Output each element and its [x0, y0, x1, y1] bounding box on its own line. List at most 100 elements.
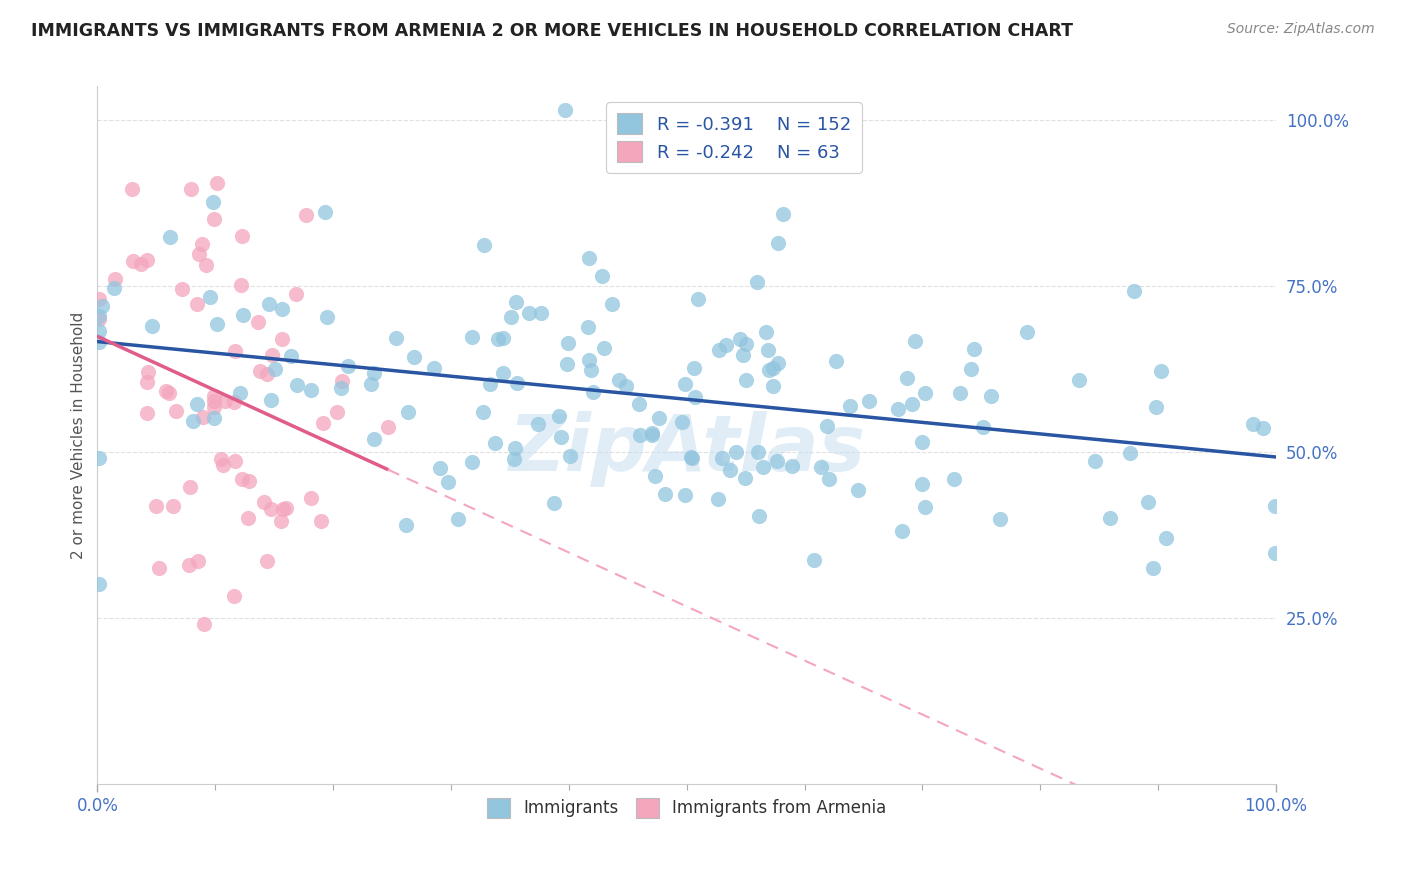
Point — [186, 397, 208, 411]
Point — [363, 366, 385, 380]
Point — [172, 282, 194, 296]
Point — [641, 428, 664, 442]
Point — [1084, 454, 1107, 468]
Point — [499, 310, 522, 324]
Point — [747, 445, 769, 459]
Point — [948, 386, 970, 401]
Point — [502, 451, 524, 466]
Point — [256, 367, 278, 381]
Point — [505, 376, 527, 391]
Point — [765, 454, 787, 468]
Point — [492, 366, 515, 380]
Point — [1122, 284, 1144, 298]
Point — [253, 495, 276, 509]
Point — [162, 499, 184, 513]
Point — [87, 310, 110, 324]
Point — [136, 252, 159, 267]
Point — [683, 360, 706, 375]
Point — [330, 375, 353, 389]
Point — [681, 451, 703, 466]
Point — [329, 381, 352, 395]
Point — [145, 499, 167, 513]
Text: Source: ZipAtlas.com: Source: ZipAtlas.com — [1227, 22, 1375, 37]
Point — [891, 524, 914, 538]
Point — [87, 312, 110, 326]
Point — [181, 414, 204, 428]
Point — [159, 230, 181, 244]
Point — [762, 360, 785, 375]
Point — [683, 390, 706, 404]
Point — [136, 376, 159, 390]
Point — [557, 335, 579, 350]
Point — [402, 350, 425, 364]
Point — [87, 334, 110, 349]
Point — [1015, 325, 1038, 339]
Point — [273, 501, 295, 516]
Point — [600, 297, 623, 311]
Point — [887, 402, 910, 417]
Point — [578, 352, 600, 367]
Point — [591, 269, 613, 284]
Point — [177, 558, 200, 572]
Point — [904, 334, 927, 348]
Point — [180, 181, 202, 195]
Point — [503, 441, 526, 455]
Point — [734, 471, 756, 485]
Point — [270, 515, 292, 529]
Point — [1253, 421, 1275, 435]
Point — [815, 419, 838, 434]
Point — [201, 195, 224, 210]
Point — [377, 420, 399, 434]
Point — [529, 305, 551, 319]
Point — [1144, 400, 1167, 414]
Point — [960, 361, 983, 376]
Point — [752, 459, 775, 474]
Point — [943, 472, 966, 486]
Point — [471, 405, 494, 419]
Point — [648, 410, 671, 425]
Point — [492, 330, 515, 344]
Point — [581, 363, 603, 377]
Point — [505, 295, 527, 310]
Point — [238, 474, 260, 488]
Point — [263, 362, 285, 376]
Point — [554, 103, 576, 117]
Point — [136, 365, 159, 379]
Point — [423, 361, 446, 376]
Point — [312, 416, 335, 430]
Point — [195, 258, 218, 272]
Point — [1150, 364, 1173, 378]
Point — [846, 483, 869, 497]
Point — [309, 514, 332, 528]
Point — [735, 373, 758, 387]
Point — [628, 428, 651, 442]
Point — [271, 301, 294, 316]
Point — [593, 341, 616, 355]
Point — [103, 281, 125, 295]
Point — [165, 404, 187, 418]
Point — [314, 205, 336, 219]
Point — [202, 400, 225, 414]
Point — [838, 399, 860, 413]
Point — [224, 343, 246, 358]
Point — [614, 378, 637, 392]
Point — [688, 292, 710, 306]
Point — [766, 356, 789, 370]
Point — [896, 370, 918, 384]
Point — [582, 384, 605, 399]
Y-axis label: 2 or more Vehicles in Household: 2 or more Vehicles in Household — [72, 311, 86, 558]
Point — [211, 451, 233, 466]
Point — [87, 577, 110, 591]
Point — [87, 324, 110, 338]
Point — [706, 491, 728, 506]
Point — [315, 310, 337, 324]
Point — [179, 480, 201, 494]
Point — [187, 246, 209, 260]
Point — [385, 331, 408, 345]
Point — [756, 343, 779, 357]
Point — [205, 318, 228, 332]
Point — [1136, 494, 1159, 508]
Point — [191, 237, 214, 252]
Point — [260, 392, 283, 407]
Point — [87, 450, 110, 465]
